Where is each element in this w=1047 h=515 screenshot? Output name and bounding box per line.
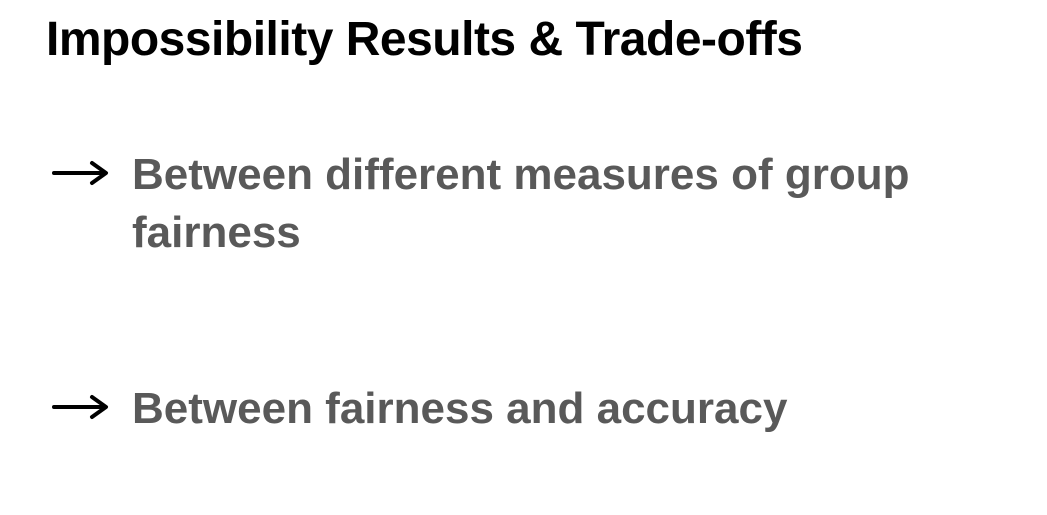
arrow-right-icon <box>52 160 112 186</box>
arrow-right-icon <box>52 394 112 420</box>
slide-title: Impossibility Results & Trade-offs <box>46 13 803 66</box>
bullet-text: Between fairness and accuracy <box>132 384 788 433</box>
bullet-text: Between different measures of group fair… <box>132 150 910 257</box>
bullet-item: Between different measures of group fair… <box>52 146 1012 262</box>
bullet-item: Between fairness and accuracy <box>52 380 1012 438</box>
